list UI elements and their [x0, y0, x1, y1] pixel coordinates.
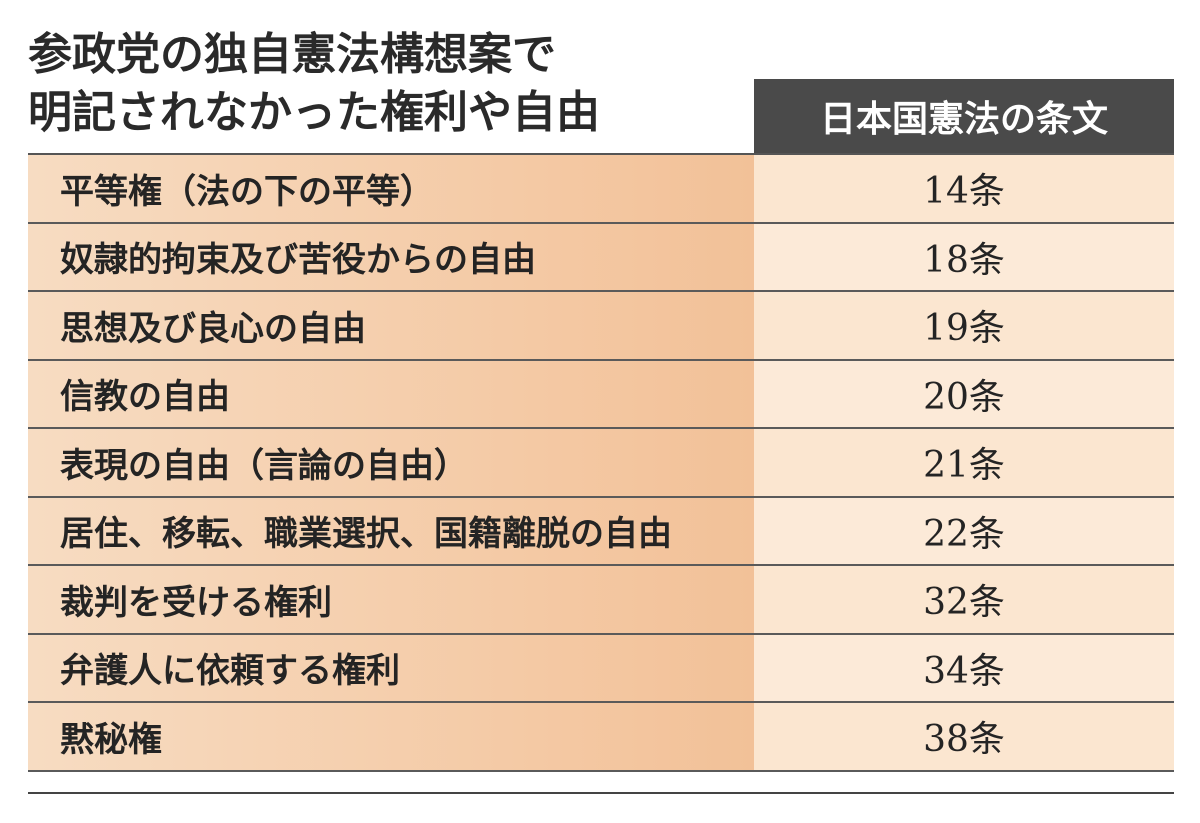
table-row: 居住、移転、職業選択、国籍離脱の自由 22条 — [28, 497, 1174, 566]
title-line-1: 参政党の独自憲法構想案で — [28, 29, 556, 80]
table-row: 信教の自由 20条 — [28, 360, 1174, 429]
right-name-cell: 平等権（法の下の平等） — [28, 155, 754, 222]
right-name-cell: 思想及び良心の自由 — [28, 292, 754, 359]
right-name-cell: 居住、移転、職業選択、国籍離脱の自由 — [28, 497, 754, 564]
column-header-article: 日本国憲法の条文 — [754, 79, 1174, 153]
right-name-cell: 弁護人に依頼する権利 — [28, 634, 754, 701]
article-cell: 38条 — [754, 703, 1174, 770]
right-name-cell: 黙秘権 — [28, 703, 754, 770]
article-cell: 20条 — [754, 360, 1174, 427]
table-row: 裁判を受ける権利 32条 — [28, 566, 1174, 635]
article-cell: 18条 — [754, 223, 1174, 290]
rights-table: 平等権（法の下の平等） 14条 奴隷的拘束及び苦役からの自由 18条 思想及び良… — [28, 153, 1174, 772]
article-cell: 19条 — [754, 292, 1174, 359]
right-name-cell: 裁判を受ける権利 — [28, 566, 754, 633]
article-cell: 22条 — [754, 497, 1174, 564]
article-cell: 14条 — [754, 155, 1174, 222]
right-name-cell: 表現の自由（言論の自由） — [28, 429, 754, 496]
bottom-divider — [28, 792, 1174, 794]
table-row: 弁護人に依頼する権利 34条 — [28, 634, 1174, 703]
article-cell: 21条 — [754, 429, 1174, 496]
page-title: 参政党の独自憲法構想案で 明記されなかった権利や自由 — [28, 26, 600, 142]
table-row: 奴隷的拘束及び苦役からの自由 18条 — [28, 223, 1174, 292]
table-row: 思想及び良心の自由 19条 — [28, 292, 1174, 361]
article-cell: 32条 — [754, 566, 1174, 633]
table-row: 黙秘権 38条 — [28, 703, 1174, 772]
right-name-cell: 奴隷的拘束及び苦役からの自由 — [28, 223, 754, 290]
table-row: 平等権（法の下の平等） 14条 — [28, 155, 1174, 224]
table-row: 表現の自由（言論の自由） 21条 — [28, 429, 1174, 498]
title-line-2: 明記されなかった権利や自由 — [28, 87, 600, 138]
article-cell: 34条 — [754, 634, 1174, 701]
right-name-cell: 信教の自由 — [28, 360, 754, 427]
